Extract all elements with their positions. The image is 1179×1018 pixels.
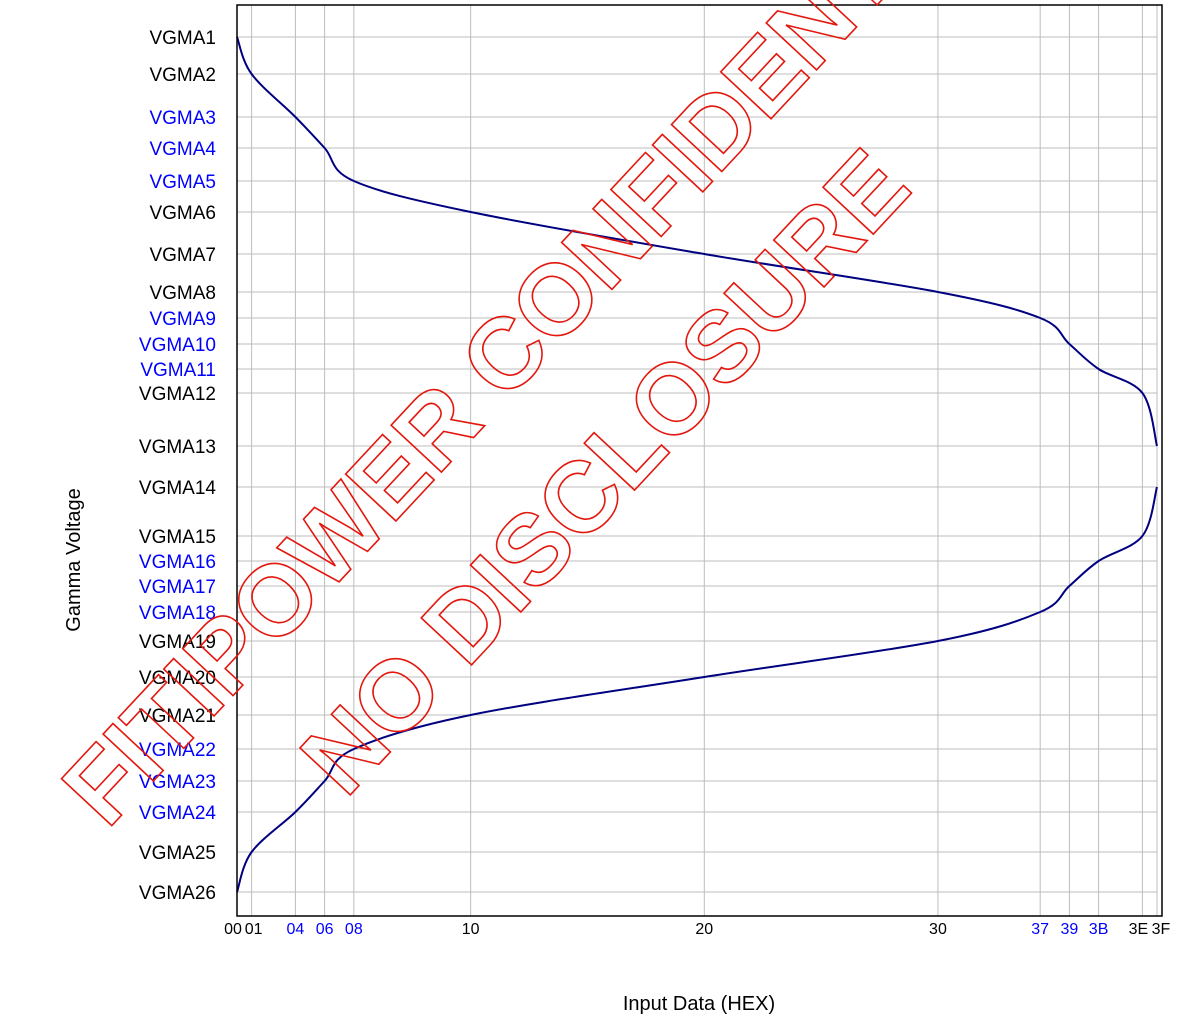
x-tick-label: 3F xyxy=(1152,921,1171,938)
y-tick-label: VGMA8 xyxy=(149,283,216,304)
y-tick-label: VGMA3 xyxy=(149,108,216,129)
x-tick-label: 10 xyxy=(462,921,480,938)
y-tick-label: VGMA12 xyxy=(139,384,216,405)
x-tick-label: 37 xyxy=(1031,921,1049,938)
x-tick-label: 04 xyxy=(287,921,305,938)
y-tick-label: VGMA17 xyxy=(139,577,216,598)
y-tick-label: VGMA19 xyxy=(139,632,216,653)
x-tick-label: 06 xyxy=(316,921,334,938)
x-tick-labels: 00 01 04 06 08 10 20 30 37 39 3B 3E 3F xyxy=(224,921,1170,938)
y-tick-label: VGMA14 xyxy=(139,478,217,499)
y-tick-label: VGMA7 xyxy=(149,245,216,266)
y-tick-label: VGMA18 xyxy=(139,603,216,624)
y-tick-label: VGMA15 xyxy=(139,527,216,548)
y-tick-label: VGMA26 xyxy=(139,883,216,904)
y-tick-labels: VGMA1 VGMA2 VGMA3 VGMA4 VGMA5 VGMA6 VGMA7 VGMA8… xyxy=(139,28,217,904)
x-tick-label: 3E xyxy=(1129,921,1149,938)
y-tick-label: VGMA10 xyxy=(139,335,216,356)
y-tick-label: VGMA1 xyxy=(149,28,216,49)
gamma-curves xyxy=(236,36,1158,893)
x-tick-label: 39 xyxy=(1060,921,1078,938)
y-axis-title: Gamma Voltage xyxy=(63,488,85,631)
x-axis-title: Input Data (HEX) xyxy=(623,993,775,1015)
y-tick-label: VGMA21 xyxy=(139,706,216,727)
y-tick-label: VGMA25 xyxy=(139,843,216,864)
x-tick-label: 3B xyxy=(1089,921,1109,938)
x-tick-label: 30 xyxy=(929,921,947,938)
y-tick-label: VGMA24 xyxy=(139,803,217,824)
x-tick-label: 00 xyxy=(224,921,242,938)
y-tick-label: VGMA4 xyxy=(149,139,216,160)
plot-frame xyxy=(236,4,1163,917)
y-tick-label: VGMA22 xyxy=(139,740,216,761)
y-tick-label: VGMA20 xyxy=(139,668,216,689)
positive-gamma-curve xyxy=(236,36,1158,447)
y-tick-label: VGMA9 xyxy=(149,309,216,330)
x-tick-label: 20 xyxy=(695,921,713,938)
y-tick-label: VGMA13 xyxy=(139,437,216,458)
y-tick-label: VGMA6 xyxy=(149,203,216,224)
y-tick-label: VGMA2 xyxy=(149,65,216,86)
y-tick-label: VGMA16 xyxy=(139,552,216,573)
grid xyxy=(236,5,1158,916)
y-tick-label: VGMA23 xyxy=(139,772,216,793)
y-tick-label: VGMA11 xyxy=(140,360,216,381)
x-tick-label: 08 xyxy=(345,921,363,938)
negative-gamma-curve xyxy=(236,486,1158,893)
y-tick-label: VGMA5 xyxy=(149,172,216,193)
x-tick-label: 01 xyxy=(245,921,263,938)
